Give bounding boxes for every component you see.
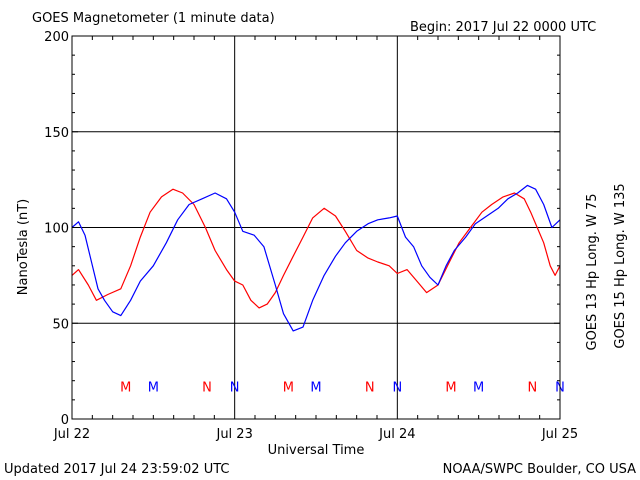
noon-marker: N	[365, 380, 375, 395]
y-tick-label: 200	[44, 30, 69, 45]
x-tick-label: Jul 25	[541, 427, 578, 442]
y-tick-label: 50	[52, 317, 69, 332]
legend-series-goes13: GOES 13 Hp Long. W 75	[585, 194, 600, 351]
y-tick-label: 150	[44, 126, 69, 141]
chart-title: GOES Magnetometer (1 minute data)	[32, 11, 275, 26]
data-series	[71, 184, 561, 332]
midnight-marker: M	[283, 380, 294, 395]
midnight-marker: M	[120, 380, 131, 395]
series-line-goes13	[71, 188, 561, 309]
x-tick-label: Jul 23	[215, 427, 252, 442]
midnight-marker: M	[148, 380, 159, 395]
noon-marker: N	[527, 380, 537, 395]
x-tick-label: Jul 24	[378, 427, 415, 442]
midnight-marker: M	[310, 380, 321, 395]
y-axis-label: NanoTesla (nT)	[16, 199, 31, 295]
grid-lines	[72, 36, 560, 419]
legend-series-goes15: GOES 15 Hp Long. W 135	[613, 183, 628, 348]
axis-ticks: 0 50 100 150 200 Jul 22 Jul 23 Jul 24 Jul 25	[44, 30, 578, 442]
noon-marker: N	[230, 380, 240, 395]
midnight-marker: M	[445, 380, 456, 395]
y-tick-label: 0	[61, 413, 69, 428]
noon-marker: N	[392, 380, 402, 395]
x-tick-label: Jul 22	[53, 427, 90, 442]
y-tick-label: 100	[44, 222, 69, 237]
credit-label: NOAA/SWPC Boulder, CO USA	[443, 462, 636, 477]
midnight-marker: M	[473, 380, 484, 395]
x-axis-label: Universal Time	[268, 443, 365, 458]
noon-marker: N	[202, 380, 212, 395]
updated-label: Updated 2017 Jul 24 23:59:02 UTC	[4, 462, 229, 477]
begin-label: Begin: 2017 Jul 22 0000 UTC	[410, 20, 596, 35]
series-line-goes15	[71, 184, 561, 332]
